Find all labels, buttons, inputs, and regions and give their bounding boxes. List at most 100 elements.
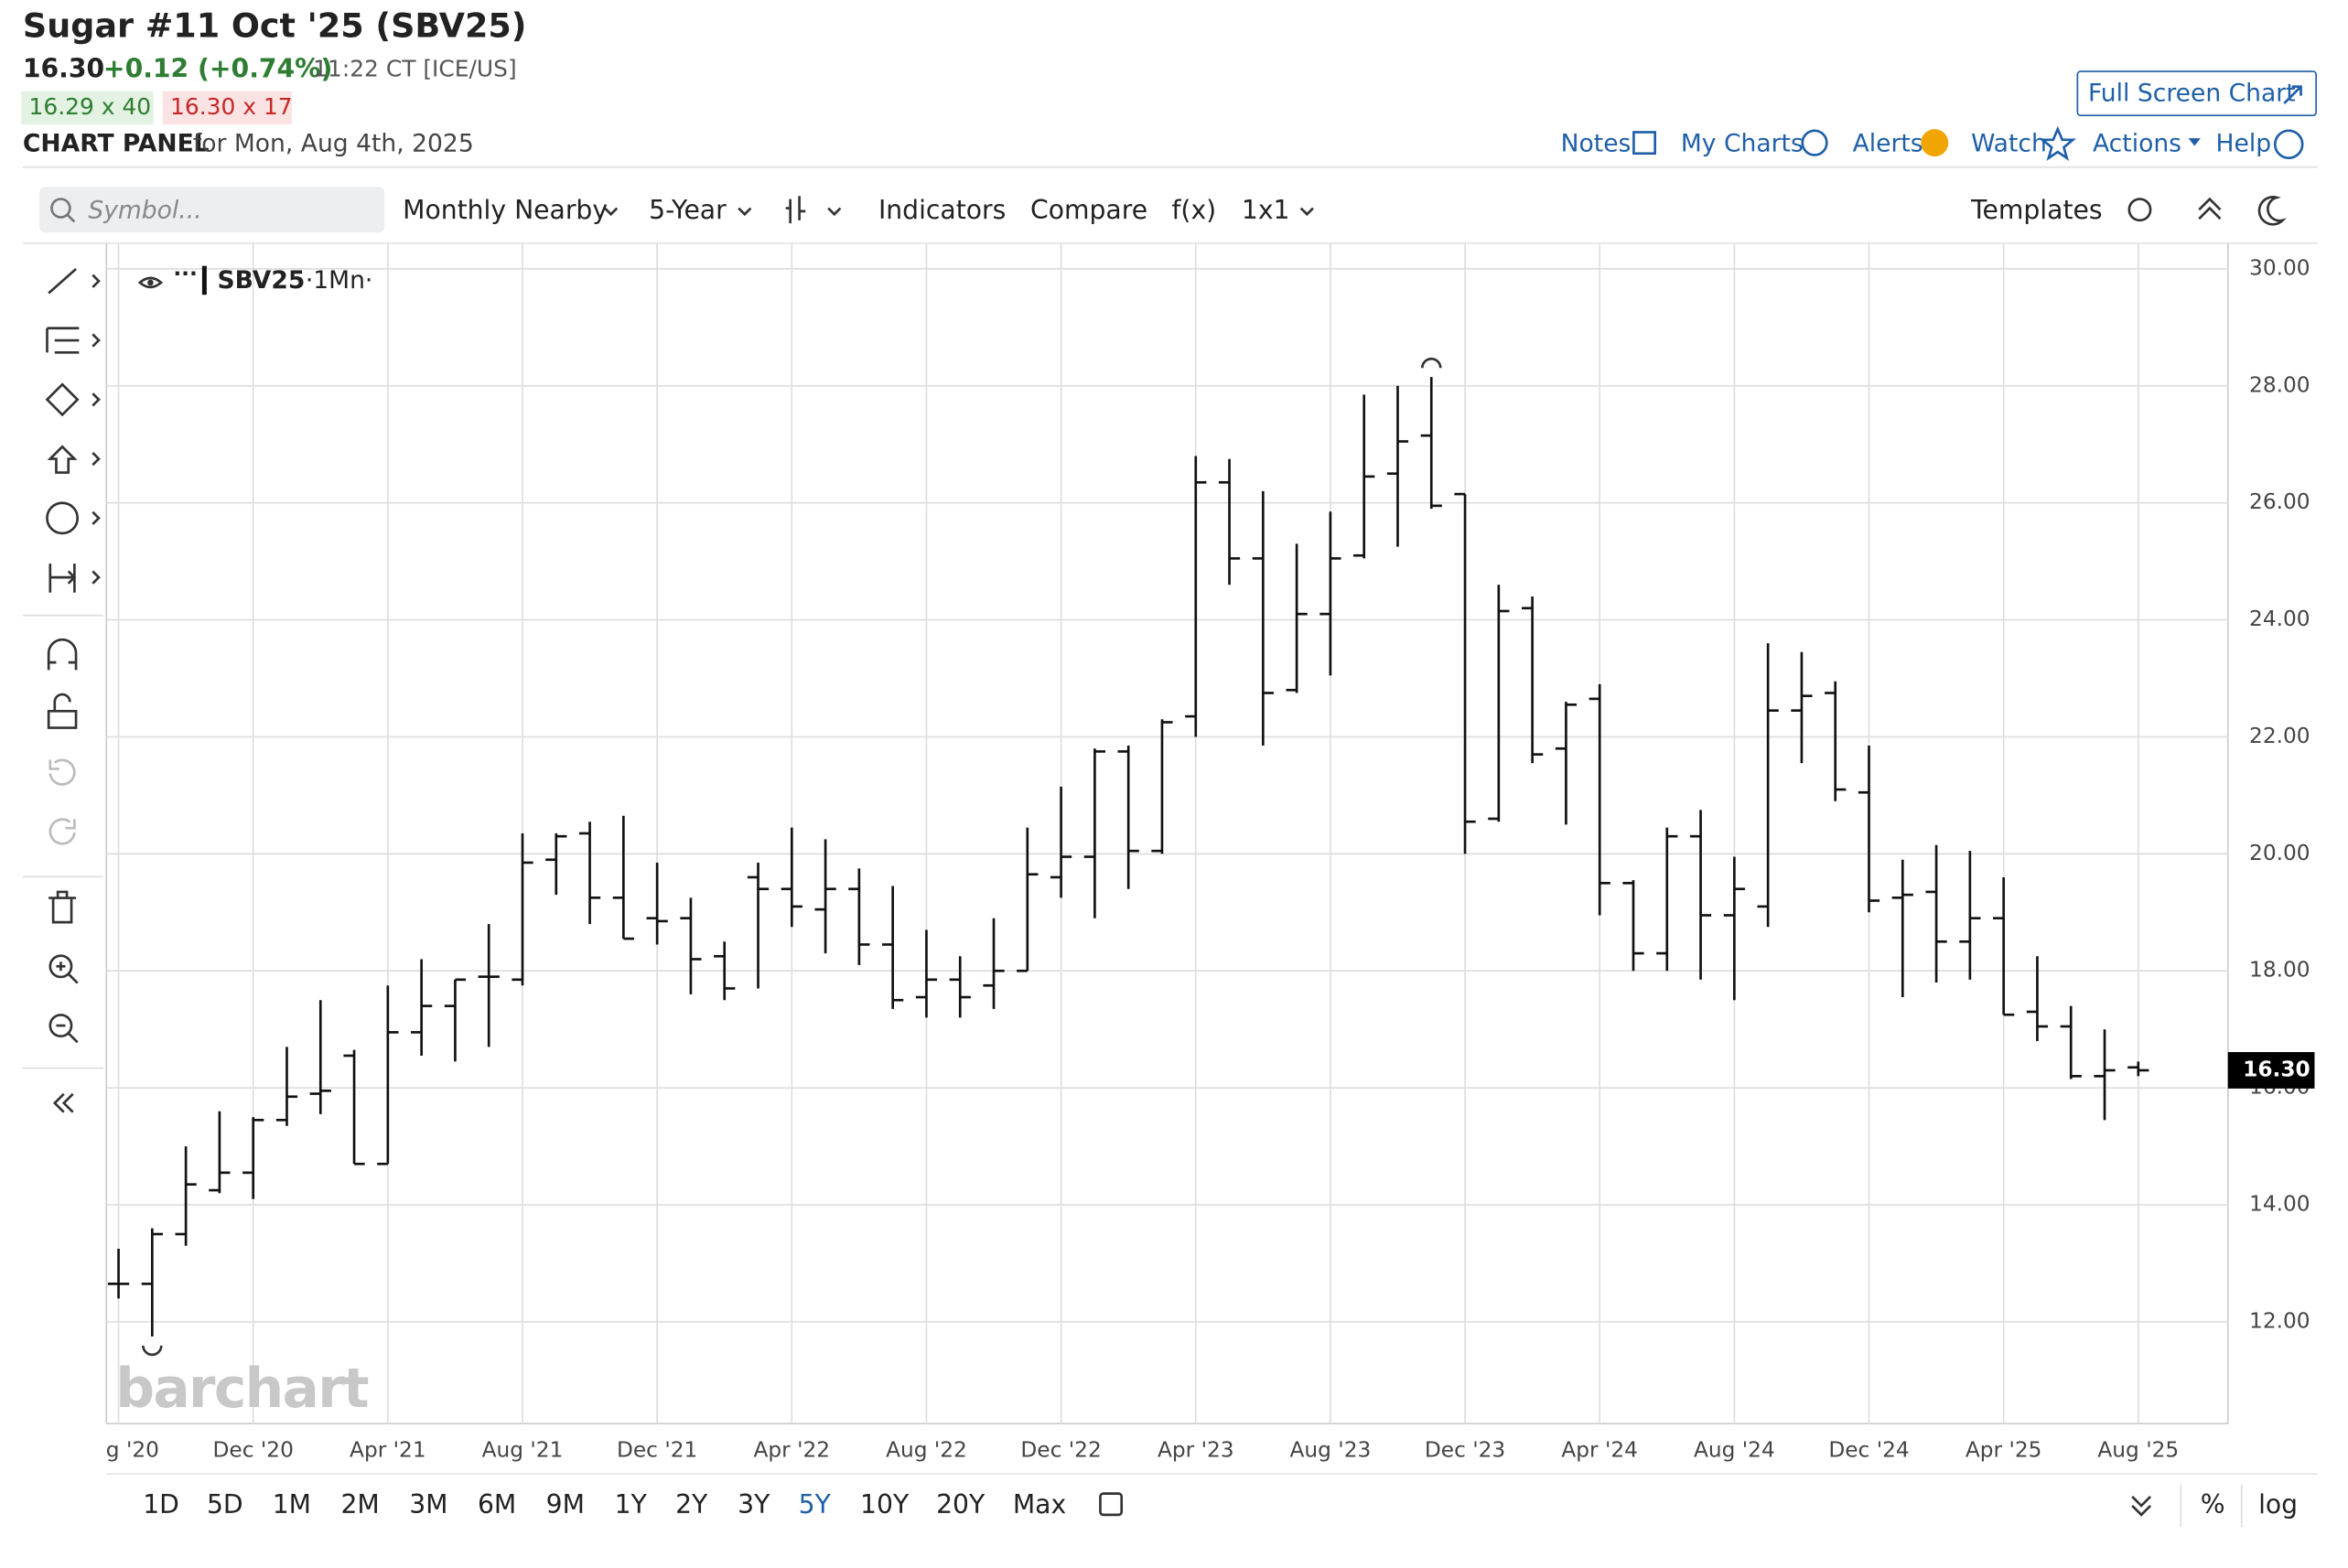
ask-box bbox=[162, 91, 292, 125]
tool-arrow[interactable] bbox=[47, 445, 78, 474]
zoom-in[interactable] bbox=[56, 961, 79, 984]
x-tick-label: Apr '21 bbox=[350, 1438, 426, 1463]
panel-label: CHART PANEL bbox=[23, 129, 210, 157]
tool-chevrons bbox=[92, 274, 101, 585]
zoom-out[interactable] bbox=[56, 1024, 79, 1044]
menu-item[interactable]: Help bbox=[2216, 129, 2272, 157]
period-button[interactable]: Max bbox=[1013, 1489, 1066, 1520]
search-placeholder[interactable]: Symbol... bbox=[88, 196, 201, 224]
bid: 16.29 x 40 bbox=[29, 93, 152, 120]
search-box[interactable] bbox=[39, 187, 385, 233]
x-tick-label: Aug '25 bbox=[2097, 1438, 2179, 1463]
y-tick-label: 22.00 bbox=[2249, 724, 2310, 748]
dropdown-caret bbox=[604, 207, 619, 217]
price-change: +0.12 (+0.74%) bbox=[103, 53, 332, 83]
period-button[interactable]: 2M bbox=[340, 1489, 379, 1520]
x-tick-label: Apr '24 bbox=[1561, 1438, 1638, 1463]
menu-item[interactable]: Watch bbox=[1971, 129, 2047, 157]
last-price: 16.30 bbox=[23, 53, 104, 83]
menu-item[interactable]: Notes bbox=[1561, 129, 1632, 157]
ask: 16.30 x 17 bbox=[170, 93, 293, 120]
period-button[interactable]: 10Y bbox=[860, 1489, 910, 1520]
x-tick-label: Dec '22 bbox=[1020, 1438, 1101, 1463]
scale-option[interactable]: % bbox=[2201, 1489, 2225, 1520]
y-tick-label: 18.00 bbox=[2249, 958, 2310, 983]
period-button[interactable]: 2Y bbox=[675, 1489, 708, 1520]
x-tick-label: Aug '20 bbox=[78, 1438, 159, 1463]
chart-type-icon[interactable] bbox=[785, 196, 842, 224]
lock[interactable] bbox=[47, 693, 78, 729]
toolbar-item[interactable]: Compare bbox=[1030, 195, 1147, 225]
period-button[interactable]: 5D bbox=[207, 1489, 243, 1520]
x-tick-label: Dec '24 bbox=[1828, 1438, 1909, 1463]
magnet[interactable] bbox=[47, 638, 78, 671]
toolbar-item[interactable]: 1x1 bbox=[1242, 195, 1290, 225]
toolbar-item[interactable]: 5-Year bbox=[649, 195, 727, 225]
delete[interactable] bbox=[48, 890, 77, 924]
visibility-icon[interactable] bbox=[137, 276, 164, 289]
menu: Notes My Charts Alerts Watch Actions Help bbox=[1561, 125, 2304, 161]
x-tick-label: Dec '20 bbox=[213, 1438, 294, 1463]
dropdown-caret bbox=[1299, 207, 1314, 217]
toolbar-item[interactable]: f(x) bbox=[1172, 195, 1217, 225]
period-button[interactable]: 3M bbox=[409, 1489, 447, 1520]
templates[interactable]: Templates bbox=[1970, 195, 2102, 225]
theme-icon[interactable] bbox=[2257, 196, 2287, 226]
notes-icon bbox=[1632, 131, 1656, 156]
x-tick-label: Apr '22 bbox=[754, 1438, 831, 1463]
toolbar-item[interactable]: Indicators bbox=[878, 195, 1006, 225]
x-tick-label: Aug '23 bbox=[1290, 1438, 1372, 1463]
fullscreen-label[interactable]: Full Screen Chart bbox=[2088, 79, 2296, 107]
x-tick-label: Dec '21 bbox=[617, 1438, 697, 1463]
y-tick-label: 28.00 bbox=[2249, 372, 2310, 397]
quote-time: 11:22 CT [ICE/US] bbox=[313, 55, 517, 81]
period-button[interactable]: 20Y bbox=[936, 1489, 986, 1520]
bid-box bbox=[21, 91, 154, 125]
toolbar-item[interactable]: Monthly Nearby bbox=[403, 195, 608, 225]
last-price-label: 16.30 bbox=[2243, 1057, 2310, 1081]
tool-line[interactable] bbox=[48, 267, 77, 295]
scale-option[interactable]: log bbox=[2258, 1489, 2298, 1520]
tool-number[interactable] bbox=[46, 501, 80, 535]
legend-swatch bbox=[201, 265, 207, 295]
period-button[interactable]: 5Y bbox=[799, 1489, 832, 1520]
fullscreen-button[interactable] bbox=[2076, 70, 2317, 117]
collapse-icon[interactable] bbox=[2198, 197, 2222, 220]
zoom-in[interactable] bbox=[48, 954, 73, 979]
y-tick-label: 20.00 bbox=[2249, 841, 2310, 865]
tool-shape[interactable] bbox=[45, 382, 80, 417]
calendar-icon[interactable] bbox=[1099, 1492, 1124, 1517]
panel-date: for Mon, Aug 4th, 2025 bbox=[193, 129, 474, 157]
period-button[interactable]: 1M bbox=[273, 1489, 311, 1520]
collapse-tools[interactable] bbox=[52, 1092, 74, 1113]
period-button[interactable]: 9M bbox=[546, 1489, 585, 1520]
period-button[interactable]: 6M bbox=[478, 1489, 516, 1520]
menu-item[interactable]: My Charts bbox=[1681, 129, 1804, 157]
menu-item[interactable]: Alerts bbox=[1853, 129, 1923, 157]
y-tick-label: 12.00 bbox=[2249, 1308, 2310, 1333]
zoom-out[interactable] bbox=[48, 1014, 73, 1038]
mycharts-icon bbox=[1801, 129, 1828, 156]
search-icon bbox=[50, 198, 71, 219]
actions-caret bbox=[2188, 138, 2201, 146]
menu-item[interactable]: Actions bbox=[2093, 129, 2181, 157]
settings-icon[interactable] bbox=[2127, 198, 2152, 222]
period-button[interactable]: 1D bbox=[143, 1489, 179, 1520]
plot: Aug '20 Dec '20 Apr '21 Aug '21 Dec '21 Apr '… bbox=[78, 242, 2228, 1463]
last-price-tag bbox=[2227, 1052, 2315, 1089]
x-tick-label: Aug '24 bbox=[1694, 1438, 1775, 1463]
redo[interactable] bbox=[48, 818, 76, 845]
y-tick-label: 26.00 bbox=[2249, 489, 2310, 514]
title: Sugar #11 Oct '25 (SBV25) bbox=[23, 5, 527, 45]
expand-icon[interactable] bbox=[2131, 1495, 2152, 1517]
period-button[interactable]: 1Y bbox=[615, 1489, 648, 1520]
legend-menu[interactable]: ··· bbox=[173, 262, 198, 286]
undo[interactable] bbox=[48, 758, 76, 786]
x-tick-label: Apr '25 bbox=[1966, 1438, 2042, 1463]
y-tick-label: 14.00 bbox=[2249, 1192, 2310, 1217]
tool-measure[interactable] bbox=[48, 564, 77, 593]
period-button[interactable]: 3Y bbox=[738, 1489, 770, 1520]
tool-fib[interactable] bbox=[46, 327, 80, 354]
drawing-tools bbox=[45, 267, 101, 1113]
